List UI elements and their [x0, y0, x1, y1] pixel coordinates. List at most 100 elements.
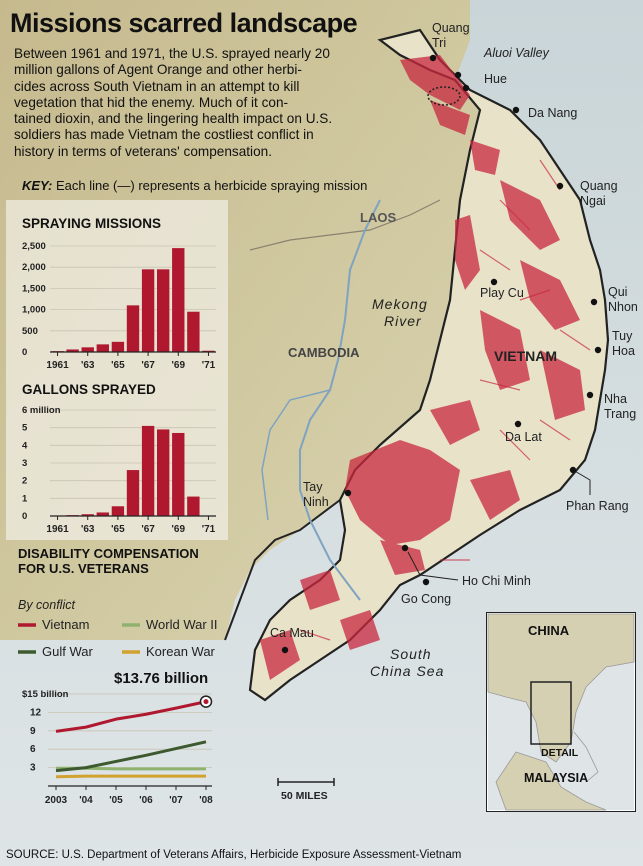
- cambodia-label: CAMBODIA: [288, 345, 360, 360]
- x-tick-label: '04: [79, 795, 93, 806]
- inset-detail-label: DETAIL: [541, 747, 579, 759]
- city-dot: [514, 420, 522, 428]
- city-label: Tay: [303, 480, 323, 494]
- intro-line: million gallons of Agent Orange and othe…: [14, 62, 302, 78]
- bar: [81, 514, 94, 516]
- legend-item: World War II: [122, 617, 218, 632]
- bar: [141, 425, 155, 516]
- tonle-sap-river: [261, 389, 331, 521]
- city-dot: [590, 298, 598, 306]
- charts-panel-bg: [6, 200, 228, 540]
- x-tick-label: '05: [109, 795, 123, 806]
- scale-label: 50 MILES: [281, 790, 328, 802]
- river-label: River: [384, 313, 422, 329]
- y-tick-label: 1,000: [22, 305, 46, 316]
- bar: [172, 432, 185, 516]
- key-text: Each line (—) represents a herbicide spr…: [55, 178, 368, 193]
- bar: [126, 305, 140, 352]
- city-label: Play Cu: [480, 286, 524, 300]
- city-dot: [556, 182, 564, 190]
- city-label: Tri: [432, 36, 446, 50]
- legend-label: Korean War: [146, 644, 216, 659]
- legend-label: Vietnam: [42, 617, 89, 632]
- bar: [66, 349, 79, 352]
- y-tick-label: 9: [30, 726, 36, 737]
- x-tick-label: 2003: [45, 795, 68, 806]
- bar: [172, 248, 185, 352]
- map-key: KEY: Each line (—) represents a herbicid…: [22, 178, 367, 193]
- compensation-chart: $15 billion 12 9 6 3 2003 '04 '05 '06 '07 '08: [22, 689, 213, 806]
- series-line: [55, 740, 207, 773]
- legend-label: Gulf War: [42, 644, 93, 659]
- city-label: Quang: [580, 179, 618, 193]
- y-tick-label: 5: [22, 423, 28, 434]
- city-dot: [429, 54, 437, 62]
- y-tick-label: 2,000: [22, 262, 46, 273]
- y-tick-label: 0: [22, 511, 27, 522]
- x-tick-label: '07: [169, 795, 183, 806]
- legend-item: Vietnam: [18, 617, 89, 632]
- vietnam-label: VIETNAM: [494, 348, 557, 364]
- y-tick-label: $15 billion: [22, 689, 69, 700]
- gallons-chart-title: GALLONS SPRAYED: [22, 382, 156, 397]
- laos-label: LAOS: [360, 210, 396, 225]
- gallons-chart: 6 million 5 4 3 2 1 0 1961 '63 '65 '67 '69 '71: [22, 405, 216, 535]
- intro-line: tained dioxin, and the lingering health …: [14, 111, 333, 127]
- y-tick-label: 1: [22, 493, 28, 504]
- city-label: Da Nang: [528, 106, 577, 120]
- y-tick-label: 500: [22, 326, 38, 337]
- x-tick-label: '65: [111, 360, 125, 371]
- highlight-point-core: [203, 699, 209, 705]
- city-ca-mau: Ca Mau: [270, 626, 314, 654]
- y-tick-label: 3: [30, 763, 36, 774]
- mekong-river: [299, 199, 381, 601]
- compensation-legend: Vietnam World War II Gulf War Korean War: [18, 617, 218, 659]
- city-label: Aluoi Valley: [483, 46, 550, 60]
- city-dot: [512, 106, 520, 114]
- key-label: KEY:: [22, 178, 53, 193]
- y-tick-label: 6 million: [22, 405, 61, 416]
- intro-line: cides across South Vietnam in an attempt…: [14, 78, 300, 94]
- x-tick-label: '06: [139, 795, 153, 806]
- spraying-lines: [299, 159, 591, 641]
- intro-text: Between 1961 and 1971, the U.S. sprayed …: [14, 46, 399, 160]
- compensation-subtitle: By conflict: [18, 598, 75, 612]
- city-dot: [569, 466, 577, 474]
- x-tick-label: '63: [81, 524, 95, 535]
- city-label: Da Lat: [505, 430, 542, 444]
- city-dot: [401, 544, 409, 552]
- bar: [81, 347, 94, 352]
- legend-label: World War II: [146, 617, 218, 632]
- bar: [96, 344, 110, 352]
- bar: [96, 512, 110, 516]
- legend-item: Gulf War: [18, 644, 93, 659]
- china-sea-label: China Sea: [370, 663, 444, 679]
- y-tick-label: 1,500: [22, 283, 46, 294]
- city-dot: [454, 71, 462, 79]
- city-label: Qui: [608, 285, 627, 299]
- city-go-cong: Go Cong: [401, 578, 451, 606]
- city-label: Go Cong: [401, 592, 451, 606]
- y-tick-label: 2: [22, 476, 27, 487]
- compensation-chart-title: DISABILITY COMPENSATION FOR U.S. VETERAN…: [18, 546, 199, 576]
- city-label: Tuy: [612, 329, 633, 343]
- x-tick-label: '69: [172, 360, 186, 371]
- inset-map: CHINA DETAIL MALAYSIA: [486, 612, 636, 812]
- y-tick-label: 6: [30, 744, 36, 755]
- spraying-areas: [260, 55, 585, 680]
- x-tick-label: '71: [202, 524, 216, 535]
- aluoi-valley-outline: [427, 86, 461, 106]
- bar: [187, 311, 200, 352]
- source-note: SOURCE: U.S. Department of Veterans Affa…: [6, 849, 462, 861]
- inset-china-label: CHINA: [528, 623, 570, 638]
- detail-box: [530, 681, 572, 745]
- city-label: Phan Rang: [566, 499, 629, 513]
- mekong-label: Mekong: [372, 296, 428, 312]
- city-label: Ngai: [580, 194, 606, 208]
- city-dot: [344, 489, 352, 497]
- compensation-annotation: $13.76 billion: [114, 670, 209, 687]
